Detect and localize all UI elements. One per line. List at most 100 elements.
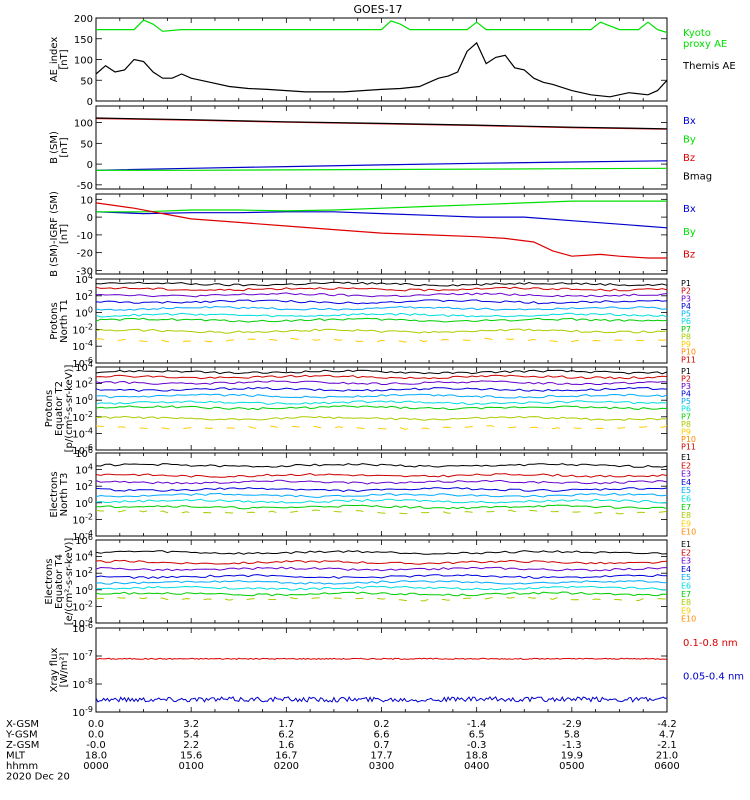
legend-entry: E1 (681, 540, 691, 549)
legend-entry: E6 (681, 582, 691, 591)
panel-xray: 10-6 10-7 10-8 10-9 Xray flux [W/m²] 0.1-0.8 n… (49, 621, 744, 719)
channel-line (95, 369, 668, 375)
legend-entry: E1 (681, 453, 691, 462)
channel-line (95, 559, 668, 565)
y-axis-label: Xray flux (49, 648, 60, 693)
legend-entry: P11 (681, 355, 696, 364)
x-row-value: 18.0 (85, 751, 107, 762)
legend-entry: E10 (681, 528, 696, 537)
x-row-value: 5.8 (564, 730, 580, 741)
legend-entry: P3 (681, 294, 691, 303)
x-row-value: 0500 (559, 761, 584, 772)
y-axis-label: [e/(cm²-s-sr-keV)] (64, 538, 75, 626)
y-tick-label: 50 (80, 139, 93, 150)
legend-entry: E4 (681, 478, 691, 487)
y-tick-label: -10 (77, 231, 93, 242)
channel-line (95, 472, 668, 478)
y-axis-label: Electrons (49, 471, 60, 517)
y-axis-label: Protons (49, 302, 60, 339)
y-tick-label: 10-4 (72, 529, 93, 543)
legend-entry: P1 (681, 279, 691, 288)
channel-line (96, 393, 668, 399)
channel-line (95, 566, 668, 572)
legend-entry: E6 (681, 495, 691, 504)
channel-line (95, 281, 668, 287)
channel-line (95, 337, 668, 343)
x-row-value: -2.9 (562, 719, 582, 730)
y-tick-label: 0 (87, 160, 93, 171)
legend-entry: P7 (681, 325, 691, 334)
panel-electrons_t4: 106 104 102 100 10-2 10-4 Electrons Equator T4[… (44, 533, 696, 630)
legend-entry: P2 (681, 287, 691, 296)
channel-line (95, 380, 668, 386)
channel-line (95, 415, 668, 421)
y-axis-label: Protons (44, 390, 55, 427)
legend-entry: proxy AE (683, 39, 727, 50)
channel-line (95, 492, 668, 498)
x-row-value: -4.2 (657, 719, 677, 730)
y-axis-label: [nT] (59, 49, 70, 69)
x-row-value: 19.9 (561, 751, 583, 762)
legend-entry: Bz (683, 153, 695, 164)
y-tick-label: 10-4 (72, 426, 93, 440)
y-tick-label: 106 (75, 533, 93, 547)
legend-entry: E8 (681, 511, 691, 520)
channel-line (95, 405, 668, 411)
legend-entry: E3 (681, 470, 691, 479)
x-row-value: 0.0 (88, 730, 104, 741)
channel-line (95, 292, 668, 298)
y-tick-label: 10-2 (72, 410, 93, 424)
panel-frame (95, 366, 668, 451)
channel-line (95, 286, 668, 292)
y-tick-label: 102 (75, 479, 93, 493)
legend-entry: 0.1-0.8 nm (683, 638, 738, 649)
channel-line (95, 498, 668, 504)
channel-line (95, 400, 668, 405)
legend-entry: Bmag (683, 171, 712, 182)
channel-line (95, 509, 668, 515)
figure-title: GOES-17 (353, 3, 402, 16)
y-axis-label: B (SM) (49, 131, 60, 164)
x-row-value: 18.8 (466, 751, 488, 762)
legend-entry: P5 (681, 397, 691, 406)
channel-line (95, 487, 668, 493)
channel-line (95, 425, 668, 431)
panel-legend: 0.1-0.8 nm 0.05-0.4 nm (683, 638, 744, 683)
panel-legend: Bx By Bz (683, 204, 696, 261)
legend-entry: P6 (681, 405, 691, 414)
y-axis-label: North T1 (59, 299, 70, 343)
y-tick-label: 200 (74, 14, 93, 25)
channel-line (95, 479, 668, 485)
x-row-value: 1.6 (278, 740, 294, 751)
panel-bsm: 100 50 0 -50 B (SM) [nT] Bx By Bz Bmag (49, 105, 712, 192)
x-row-value: 0.2 (374, 719, 390, 730)
x-row-value: 0400 (464, 761, 489, 772)
y-tick-label: 100 (75, 393, 93, 407)
date-label: 2020 Dec 20 (6, 772, 70, 783)
x-row-label: Z-GSM (6, 740, 39, 751)
channel-line (95, 591, 668, 597)
legend-entry: E5 (681, 486, 691, 495)
y-axis-label: AE_index (49, 37, 60, 83)
panel-protons_t2: 104 102 100 10-2 10-4 10-6 Protons Equator T2 [p… (44, 360, 696, 457)
x-row-value: -0.3 (467, 740, 487, 751)
x-row-label: MLT (6, 751, 26, 762)
x-row-value: 21.0 (656, 751, 678, 762)
channel-line (95, 328, 668, 334)
x-row-value: 0100 (178, 761, 203, 772)
legend-entry: P5 (681, 310, 691, 319)
x-row-label: Y-GSM (5, 730, 38, 741)
x-row-value: 0000 (83, 761, 108, 772)
xray-series-line (95, 696, 668, 703)
y-tick-label: 10-2 (72, 512, 93, 526)
y-tick-label: -30 (77, 266, 93, 277)
channel-line (95, 463, 668, 468)
y-tick-label: 10-2 (72, 322, 93, 336)
y-axis-label: [nT] (59, 224, 70, 244)
y-tick-label: 106 (75, 446, 93, 460)
y-tick-label: 10-8 (72, 677, 93, 691)
y-tick-label: 100 (74, 56, 93, 67)
